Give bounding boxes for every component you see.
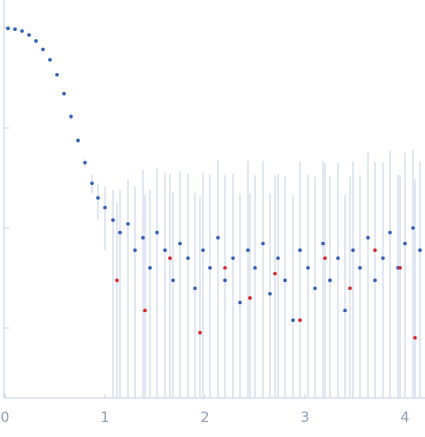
point xyxy=(90,181,94,186)
point xyxy=(76,138,80,143)
point xyxy=(141,235,145,240)
point xyxy=(143,308,147,313)
point xyxy=(198,330,202,335)
x-tick-label: 1 xyxy=(101,410,110,426)
point xyxy=(283,278,287,283)
point xyxy=(27,33,31,37)
point xyxy=(103,205,107,210)
point xyxy=(343,308,347,313)
point xyxy=(273,271,277,276)
point xyxy=(321,241,325,246)
point xyxy=(358,266,362,270)
point xyxy=(398,266,402,270)
point xyxy=(373,248,377,253)
point xyxy=(418,248,422,253)
point xyxy=(186,256,190,260)
point xyxy=(13,27,17,32)
point xyxy=(291,318,295,322)
point xyxy=(238,300,242,305)
point xyxy=(111,218,115,222)
point xyxy=(193,286,197,291)
point xyxy=(336,256,340,260)
point xyxy=(253,266,257,270)
point xyxy=(133,248,137,253)
x-tick-label: 4 xyxy=(401,410,410,426)
point xyxy=(348,286,352,291)
point xyxy=(411,226,415,230)
point xyxy=(413,335,417,340)
point xyxy=(34,39,38,43)
x-tick-label: 3 xyxy=(301,410,310,426)
point xyxy=(403,241,407,246)
point xyxy=(388,230,392,235)
point xyxy=(373,278,377,283)
point xyxy=(248,296,252,300)
point xyxy=(298,318,302,322)
point xyxy=(6,26,10,31)
point xyxy=(328,278,332,283)
point xyxy=(163,248,167,253)
point xyxy=(83,160,87,165)
point xyxy=(223,266,227,270)
point xyxy=(261,241,265,246)
point xyxy=(69,114,73,119)
point xyxy=(41,47,45,52)
point xyxy=(313,286,317,291)
point xyxy=(298,248,302,253)
point xyxy=(246,248,250,253)
point xyxy=(178,241,182,246)
point xyxy=(168,256,172,260)
point xyxy=(276,256,280,260)
point xyxy=(323,256,327,260)
point xyxy=(208,266,212,270)
point xyxy=(20,29,24,33)
point xyxy=(118,230,122,235)
point xyxy=(55,72,59,77)
point xyxy=(216,235,220,240)
point xyxy=(96,196,100,200)
point xyxy=(201,248,205,253)
point xyxy=(268,292,272,296)
point xyxy=(62,91,66,96)
point xyxy=(381,256,385,260)
x-tick-label: 2 xyxy=(201,410,210,426)
point xyxy=(351,248,355,253)
point xyxy=(366,235,370,240)
point xyxy=(231,256,235,260)
point xyxy=(148,266,152,270)
point xyxy=(115,278,119,283)
x-tick-label: 0 xyxy=(1,410,10,426)
point xyxy=(155,230,159,235)
point xyxy=(306,266,310,270)
point xyxy=(171,278,175,283)
point xyxy=(223,278,227,283)
point xyxy=(48,57,52,62)
point xyxy=(126,222,130,226)
